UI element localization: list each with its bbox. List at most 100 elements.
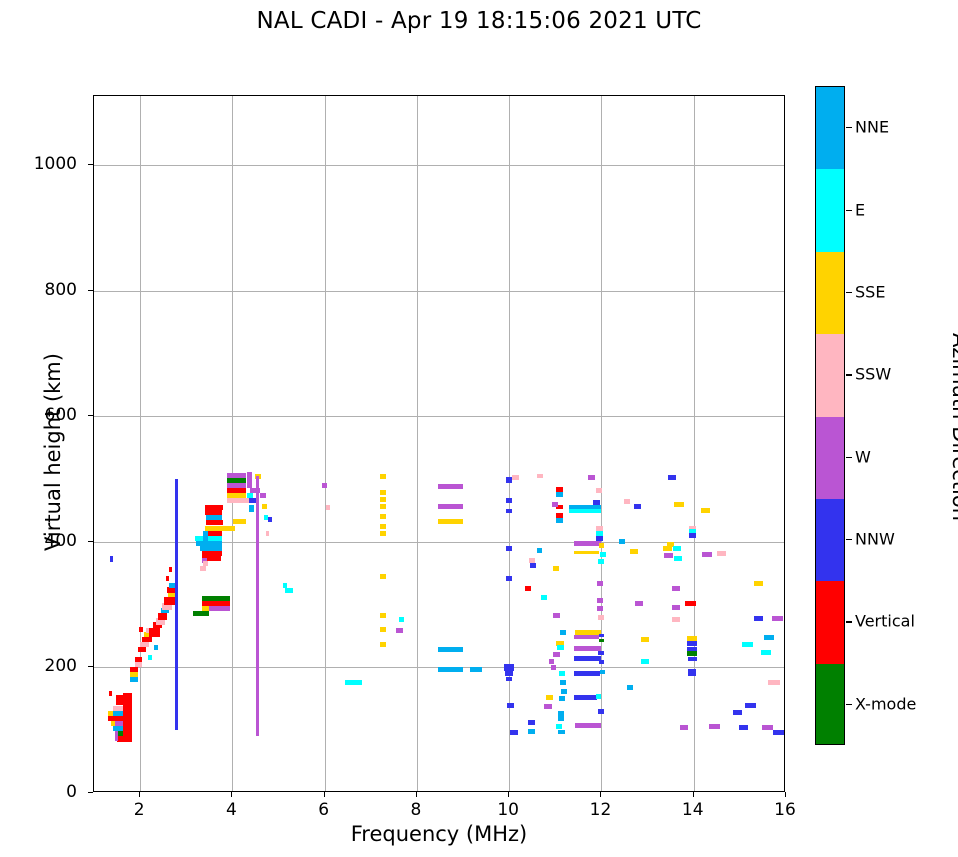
ionogram-echo (573, 695, 597, 701)
x-tick-label: 12 (589, 800, 612, 820)
colorbar-segment-w[interactable] (816, 416, 844, 499)
ionogram-echo (110, 555, 114, 562)
ionogram-echo (139, 627, 143, 633)
ionogram-echo (702, 551, 713, 557)
ionogram-echo (380, 496, 386, 502)
colorbar-segment-e[interactable] (816, 169, 844, 252)
ionogram-echo (597, 614, 605, 620)
ionogram-echo (261, 504, 267, 510)
ionogram-echo (437, 647, 464, 653)
ionogram-echo (556, 491, 563, 497)
ionogram-echo (380, 613, 386, 619)
ionogram-echo (557, 644, 564, 650)
colorbar-segment-nne[interactable] (816, 87, 844, 170)
ionogram-echo (233, 519, 247, 525)
ionogram-echo (553, 565, 559, 571)
ionogram-echo (559, 671, 566, 677)
ionogram-echo (204, 530, 223, 536)
ionogram-echo (505, 545, 512, 551)
ionogram-echo (559, 679, 567, 685)
ionogram-echo (511, 475, 520, 481)
ionogram-echo (109, 690, 113, 696)
ionogram-echo (196, 540, 223, 546)
ionogram-echo (687, 647, 698, 652)
ionogram-echo (249, 487, 261, 493)
ionogram-echo (226, 472, 247, 478)
ionogram-echo (157, 613, 167, 620)
x-tick-label: 6 (318, 800, 330, 820)
ionogram-echo (536, 548, 543, 554)
colorbar-segment-vertical[interactable] (816, 581, 844, 664)
ionogram-echo (529, 563, 536, 569)
ionogram-echo (688, 657, 698, 662)
ionogram-echo (113, 706, 123, 712)
ionogram-echo (701, 507, 711, 513)
ionogram-echo (504, 671, 513, 677)
ionogram-echo (325, 505, 331, 511)
colorbar-label-nne: NNE (855, 117, 890, 137)
gridline-vertical (601, 96, 603, 791)
ionogram-echo (137, 647, 146, 653)
colorbar-tick (846, 127, 852, 129)
ionogram-echo (167, 592, 178, 598)
gridline-horizontal (94, 416, 784, 418)
ionogram-echo (260, 492, 266, 498)
colorbar-segment-sse[interactable] (816, 251, 844, 335)
ionogram-echo (551, 501, 559, 507)
ionogram-echo (595, 525, 604, 531)
colorbar-segment-ssw[interactable] (816, 334, 844, 417)
ionogram-echo (168, 583, 178, 589)
colorbar-label-x-mode: X-mode (855, 694, 917, 714)
x-tick (785, 792, 786, 797)
ionogram-echo (503, 663, 514, 672)
ionogram-echo (573, 540, 602, 546)
ionogram-echo (573, 550, 599, 555)
ionogram-echo (598, 638, 605, 643)
ionogram-echo (745, 702, 757, 708)
colorbar[interactable] (815, 86, 845, 745)
ionogram-echo (263, 515, 269, 521)
ionogram-echo (544, 703, 552, 709)
ionogram-echo (641, 658, 650, 664)
ionogram-echo (599, 551, 607, 557)
ionogram-echo (763, 634, 774, 640)
ionogram-echo (687, 641, 698, 647)
ionogram-echo (595, 530, 604, 536)
ionogram-echo (200, 545, 223, 551)
x-tick-label: 14 (681, 800, 704, 820)
y-tick-label: 800 (44, 279, 77, 300)
ionogram-echo (202, 558, 207, 564)
ionogram-echo (553, 652, 560, 658)
ionogram-echo (742, 642, 753, 648)
ionogram-echo (556, 505, 563, 510)
ionogram-echo (762, 725, 774, 731)
ionogram-echo (733, 710, 742, 716)
colorbar-label-nnw: NNW (855, 529, 895, 549)
ionogram-echo (110, 721, 115, 727)
x-tick-label: 10 (497, 800, 519, 820)
ionogram-echo (122, 692, 132, 742)
ionogram-echo (117, 736, 128, 742)
y-tick-label: 200 (44, 656, 77, 677)
ionogram-echo (627, 684, 633, 690)
ionogram-echo (226, 492, 247, 498)
ionogram-echo (380, 627, 386, 633)
gridline-horizontal (94, 165, 784, 167)
ionogram-echo (596, 598, 604, 604)
x-tick (415, 792, 417, 797)
ionogram-echo (595, 535, 604, 541)
gridline-vertical (509, 96, 511, 791)
colorbar-segment-nnw[interactable] (816, 498, 844, 582)
ionogram-echo (202, 600, 231, 606)
colorbar-tick (846, 209, 852, 211)
ionogram-echo (633, 504, 642, 510)
ionogram-echo (153, 622, 163, 629)
ionogram-echo (546, 695, 553, 701)
colorbar-segment-x-mode[interactable] (816, 663, 844, 744)
ionogram-echo (345, 679, 362, 685)
ionogram-echo (597, 651, 605, 655)
ionogram-echo (768, 679, 781, 685)
ionogram-echo (664, 553, 674, 559)
y-tick (88, 540, 93, 542)
ionogram-echo (556, 723, 563, 729)
